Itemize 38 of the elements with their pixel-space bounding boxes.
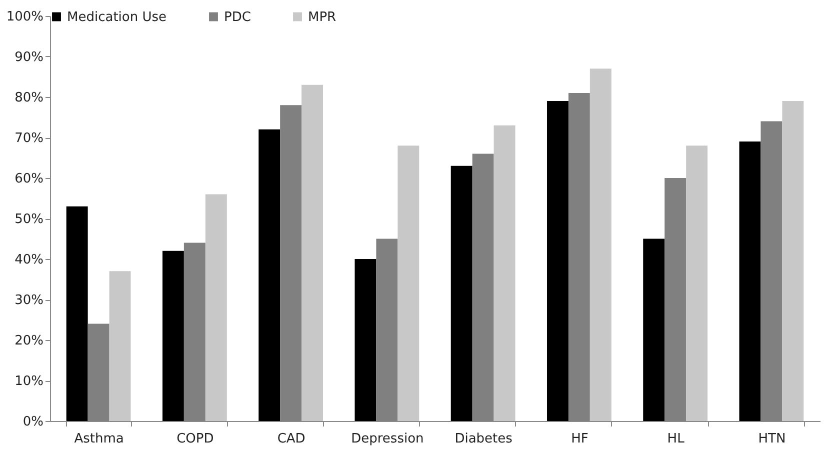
bar (398, 146, 420, 421)
bar (494, 125, 516, 421)
bar (686, 146, 708, 421)
bar (66, 206, 88, 421)
bar (354, 259, 376, 421)
y-tick-label: 100% (6, 10, 44, 24)
x-tick-label: CAD (277, 432, 306, 446)
y-tick-label: 60% (14, 172, 44, 186)
y-tick-label: 90% (14, 50, 44, 65)
x-tick-label: Depression (351, 432, 424, 446)
legend-label: PDC (224, 10, 251, 25)
bar (590, 68, 612, 421)
y-tick-label: 80% (14, 90, 44, 106)
y-tick-label: 70% (14, 131, 44, 146)
y-tick-label: 20% (14, 334, 44, 348)
x-tick-label: Asthma (74, 432, 124, 446)
bar (302, 84, 324, 421)
x-tick-label: Diabetes (454, 432, 513, 446)
bar (450, 166, 472, 421)
y-tick-label: 10% (14, 374, 44, 389)
bar (258, 129, 280, 421)
x-tick-label: COPD (176, 432, 214, 446)
bar (162, 250, 184, 421)
x-tick-label: HF (571, 432, 588, 446)
bar (782, 101, 804, 421)
bar (109, 271, 131, 421)
y-tick-label: 0% (22, 414, 44, 430)
bar (205, 194, 227, 421)
x-tick-label: HTN (758, 432, 786, 446)
y-tick-label: 50% (14, 212, 44, 227)
bar (739, 142, 761, 421)
bar (546, 101, 568, 421)
legend-label: Medication Use (67, 10, 167, 25)
y-tick-label: 40% (14, 252, 44, 268)
bar (643, 238, 665, 421)
x-tick-label: HL (667, 432, 686, 446)
y-tick-label: 30% (14, 293, 44, 308)
legend-label: MPR (308, 10, 336, 25)
